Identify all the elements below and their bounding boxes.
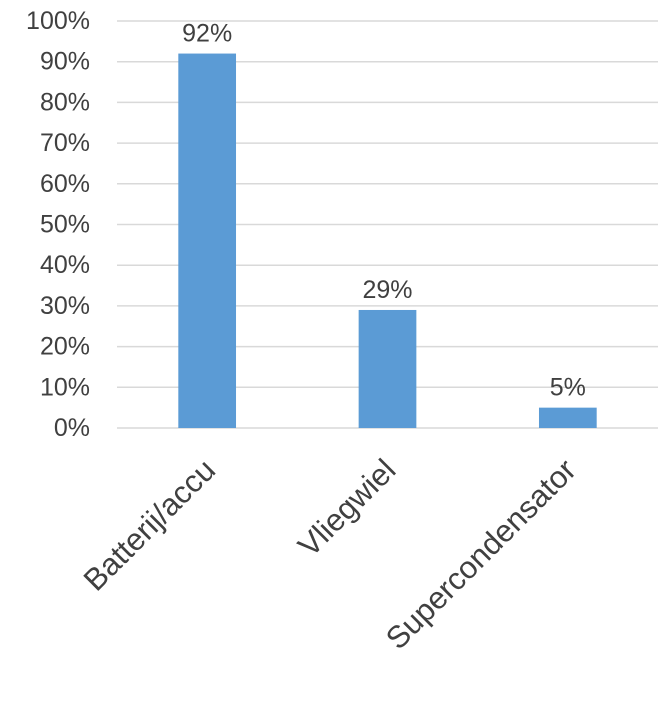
data-label: 92% (182, 20, 232, 48)
bars (178, 53, 597, 429)
data-label: 5% (550, 374, 586, 402)
category-label: Vliegwiel (291, 452, 402, 563)
bar (178, 53, 237, 429)
y-tick-label: 50% (40, 211, 90, 239)
bar (358, 309, 417, 428)
y-tick-label: 100% (26, 7, 90, 35)
bar (538, 407, 597, 428)
y-tick-label: 80% (40, 88, 90, 116)
y-axis-tick-labels: 0% 10% 20% 30% 40% 50% 60% 70% 80% 90% 100% (26, 7, 90, 442)
y-tick-label: 40% (40, 251, 90, 279)
category-label: Batterij/accu (77, 452, 222, 597)
y-tick-label: 20% (40, 333, 90, 361)
data-labels: 92% 29% 5% (182, 20, 586, 402)
y-tick-label: 10% (40, 373, 90, 401)
category-label: Supercondensator (379, 452, 583, 656)
y-tick-label: 90% (40, 48, 90, 76)
y-tick-label: 70% (40, 129, 90, 157)
y-tick-label: 30% (40, 292, 90, 320)
y-tick-label: 0% (54, 414, 90, 442)
data-label: 29% (362, 276, 412, 304)
y-tick-label: 60% (40, 170, 90, 198)
